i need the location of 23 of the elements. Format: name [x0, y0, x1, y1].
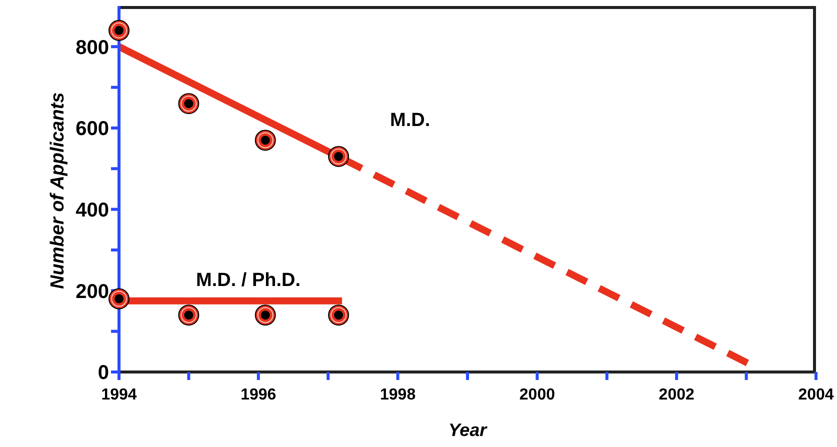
x-tick-label: 2000	[519, 386, 556, 404]
y-tick-label: 400	[76, 199, 109, 222]
x-tick-label: 1998	[380, 386, 416, 404]
y-axis-title: Number of Applicants	[48, 92, 69, 289]
y-tick-label: 800	[76, 36, 109, 59]
y-tick-label: 0	[98, 362, 109, 384]
x-tick-label: 1994	[101, 386, 137, 404]
point	[178, 304, 200, 326]
point	[254, 130, 276, 151]
y-tick-label: 600	[76, 118, 109, 140]
point	[178, 93, 200, 114]
point	[108, 288, 130, 310]
x-tick-label: 1996	[240, 386, 276, 404]
x-tick-label: 2002	[658, 386, 694, 404]
x-tick-label: 2004	[798, 386, 834, 404]
point	[254, 304, 276, 326]
point	[108, 20, 130, 41]
annotation: M.D.	[390, 110, 430, 132]
point	[328, 304, 350, 326]
point	[328, 146, 350, 167]
y-tick-label: 200	[76, 280, 109, 303]
annotation: M.D. / Ph.D.	[196, 270, 300, 292]
x-axis-title: Year	[447, 420, 488, 441]
